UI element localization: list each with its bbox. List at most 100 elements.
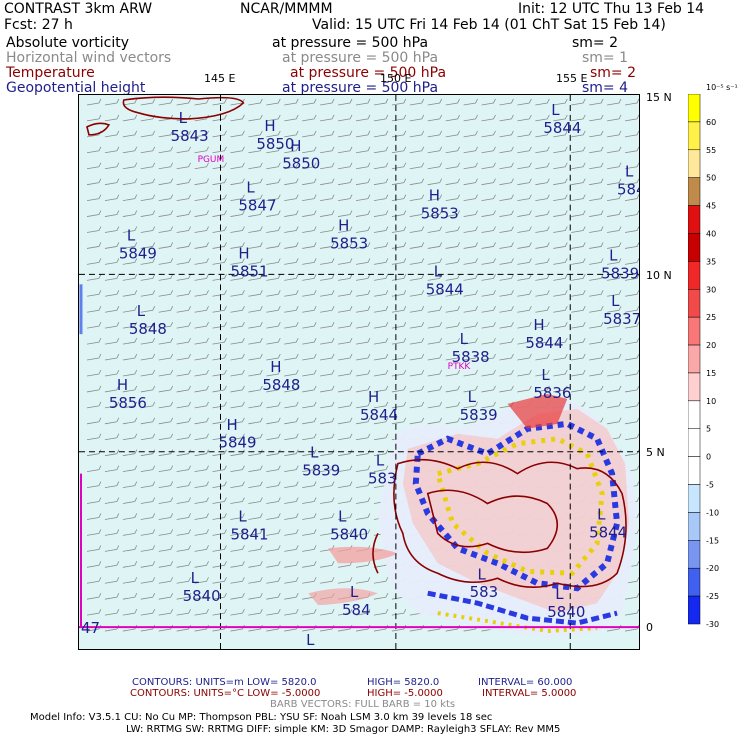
wind-barb [481,194,496,202]
wind-barb [302,210,317,217]
wind-barb [355,210,371,217]
wind-barb [571,146,586,154]
wind-barb [158,481,174,488]
wind-barb [373,608,389,616]
wind-barb [86,513,102,520]
wind-barb [302,353,317,361]
field-name: Geopotential height [6,80,146,96]
wind-barb [355,577,371,584]
wind-barb [194,242,209,249]
wind-barb [338,337,353,345]
wind-barb [104,130,120,138]
wind-barb [248,353,263,361]
wind-barb [266,242,281,249]
lat-label: 5 N [646,446,665,459]
wind-barb [212,290,227,297]
wind-barb [517,178,532,186]
wind-barb [463,401,478,409]
wind-barb [607,417,622,425]
wind-barb [158,178,174,186]
wind-barb [624,258,639,265]
wind-barb [445,322,460,329]
wind-barb [104,577,120,584]
wind-barb [104,322,120,329]
wind-barb [607,290,622,297]
wind-barb [445,401,460,409]
wind-barb [391,178,407,186]
wind-barb [266,481,281,488]
wind-barb [517,194,532,202]
wind-barb [140,545,156,552]
wind-barb [248,545,263,552]
wind-barb [463,178,478,186]
wind-barb [266,306,281,313]
wind-barb [248,162,263,170]
colorbar: 10⁻⁵ s⁻¹ 605550454035302520151050-5-10-1… [688,94,719,629]
wind-barb [589,114,604,122]
wind-barb [409,114,425,122]
wind-barb [535,194,550,202]
wind-barb [481,162,496,170]
height-label-type: H [368,388,379,406]
wind-barb [427,290,443,297]
wind-barb [338,130,353,138]
wind-barb [535,353,550,361]
wind-barb [86,306,102,313]
wind-barb [338,306,353,313]
wind-barb [104,529,120,536]
wind-barb [571,385,586,393]
wind-barb [607,385,622,393]
wind-barb [302,449,317,457]
wind-barb [320,513,335,520]
wind-barb [230,513,245,520]
colorbar-swatch [688,512,701,541]
colorbar-swatch [688,344,701,374]
wind-barb [248,369,263,377]
wind-barb [589,290,604,297]
wind-barb [122,178,138,186]
wind-barb [86,465,102,473]
temperature-contours [86,96,627,589]
wind-barb [409,274,425,281]
wind-barb [607,369,622,377]
colorbar-swatch [688,316,701,346]
wind-barb [230,306,245,313]
wind-barb [230,353,245,361]
height-label-value: 5844 [525,334,563,352]
wind-barb [607,306,622,313]
wind-barb [140,401,156,409]
wind-barb [355,114,371,122]
height-label-type: L [611,292,620,310]
height-label-value: 5841 [230,525,268,543]
wind-barb [158,258,174,265]
colorbar-swatch [688,149,701,178]
wind-barb [427,385,443,393]
wind-barb [302,433,317,441]
wind-barb [409,353,425,361]
wind-barb [158,290,174,297]
wind-barb [104,593,120,600]
wind-barb [391,98,407,106]
wind-barb [104,417,120,425]
wind-barb [176,130,191,138]
wind-barb [373,162,389,170]
wind-barb [553,146,568,154]
wind-barb [212,513,227,520]
lat-label: 10 N [646,269,672,282]
height-label-type: H [264,117,275,135]
wind-barb [158,194,174,202]
height-label-value: 584 [342,601,371,619]
wind-barb [463,353,478,361]
wind-barb [517,242,532,249]
wind-barb [230,497,245,504]
model-info-2: LW: RRTMG SW: RRTMG DIFF: simple KM: 3D … [126,724,561,735]
wind-barb [427,194,443,202]
wind-barb [212,369,227,377]
wind-barb [230,593,245,600]
field-smooth: sm= 2 [572,35,619,51]
height-label-value: 584 [617,181,640,199]
wind-barb [86,369,102,377]
wind-barb [373,114,389,122]
height-label-value: 47 [81,619,100,637]
wind-barb [284,114,299,122]
